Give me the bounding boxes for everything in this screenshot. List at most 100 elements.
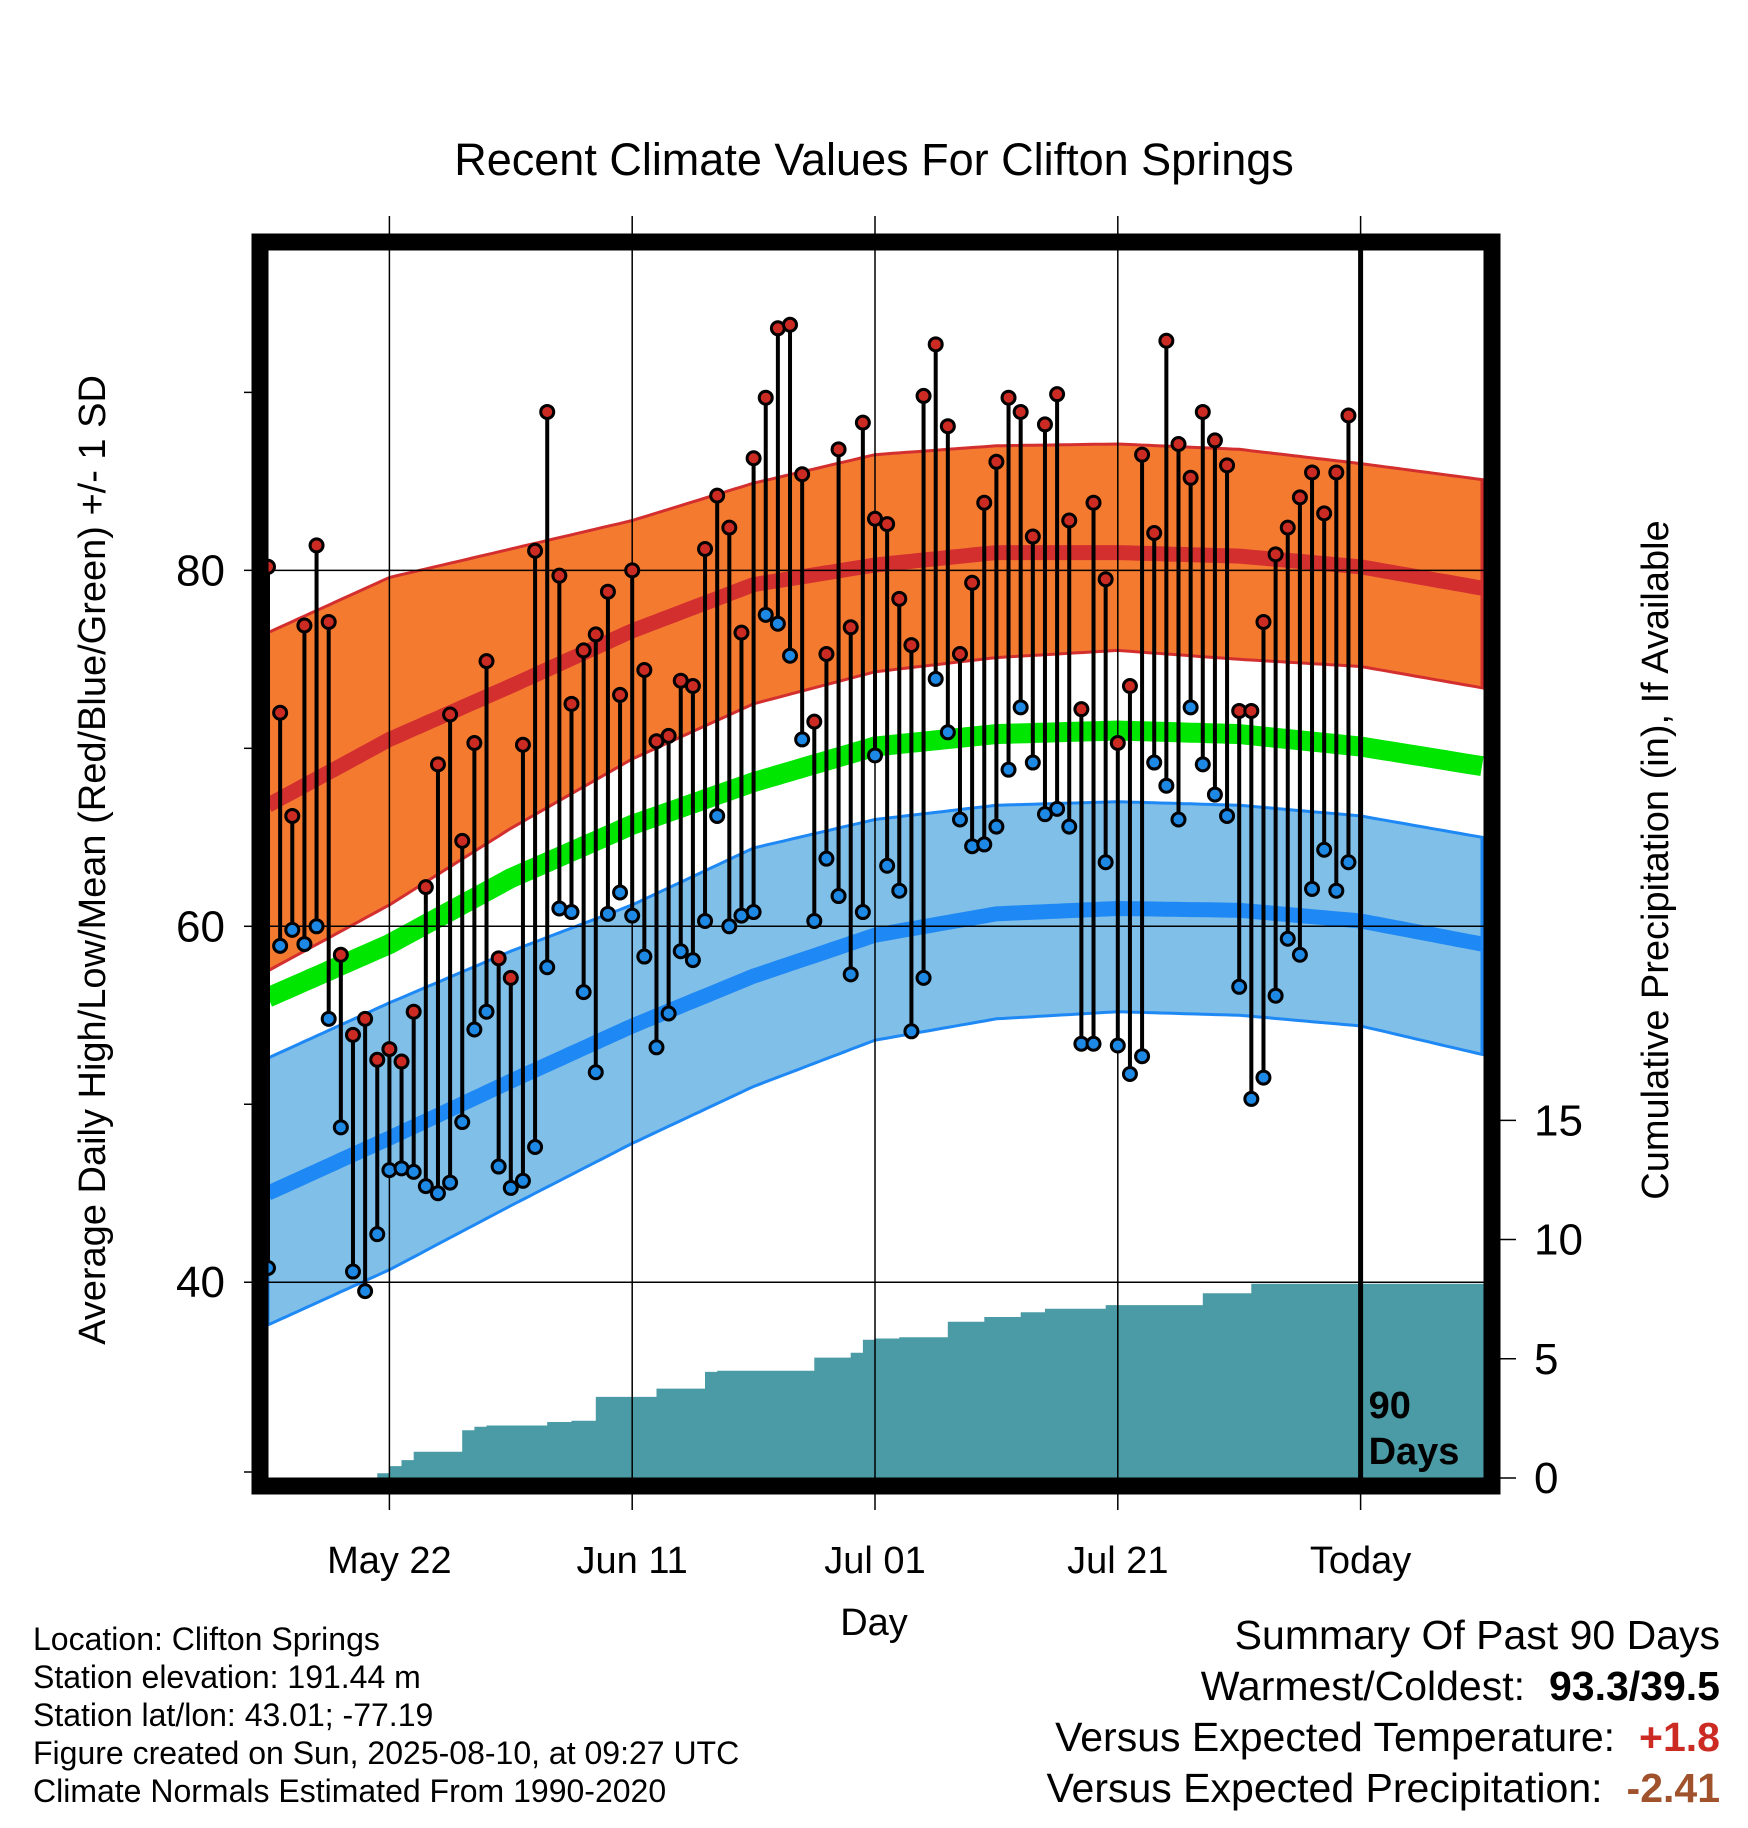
daily-high-point bbox=[1194, 403, 1211, 420]
daily-high-point bbox=[320, 613, 337, 630]
x-tick-label: May 22 bbox=[327, 1540, 452, 1582]
daily-low-point bbox=[1024, 754, 1041, 771]
daily-low-point bbox=[563, 904, 580, 921]
daily-high-point bbox=[745, 450, 762, 467]
daily-high-point bbox=[344, 1026, 361, 1043]
daily-high-point bbox=[1097, 571, 1114, 588]
temp-value: +1.8 bbox=[1639, 1714, 1720, 1760]
daily-low-point bbox=[1291, 946, 1308, 963]
daily-high-point bbox=[284, 807, 301, 824]
daily-high-point bbox=[454, 832, 471, 849]
daily-high-point bbox=[733, 624, 750, 641]
daily-high-point bbox=[757, 389, 774, 406]
daily-low-point bbox=[268, 1259, 276, 1276]
daily-high-point bbox=[915, 387, 932, 404]
daily-high-point bbox=[1279, 519, 1296, 536]
daily-high-point bbox=[268, 558, 276, 575]
daily-low-point bbox=[697, 912, 714, 929]
y2-tick-label: 0 bbox=[1534, 1454, 1558, 1503]
daily-high-point bbox=[308, 537, 325, 554]
daily-low-point bbox=[612, 884, 629, 901]
daily-high-point bbox=[272, 704, 289, 721]
daily-low-point bbox=[988, 818, 1005, 835]
daily-high-point bbox=[1085, 494, 1102, 511]
x-axis-label: Day bbox=[840, 1602, 908, 1644]
daily-low-point bbox=[1231, 978, 1248, 995]
daily-low-point bbox=[466, 1021, 483, 1038]
daily-low-point bbox=[915, 969, 932, 986]
daily-high-point bbox=[551, 567, 568, 584]
summary-title: Summary Of Past 90 Days bbox=[1234, 1612, 1720, 1658]
daily-low-point bbox=[818, 850, 835, 867]
daily-high-point bbox=[782, 316, 799, 333]
daily-low-point bbox=[672, 943, 689, 960]
daily-high-point bbox=[1316, 505, 1333, 522]
daily-low-point bbox=[879, 857, 896, 874]
daily-low-point bbox=[830, 888, 847, 905]
daily-high-point bbox=[612, 686, 629, 703]
daily-high-point bbox=[964, 574, 981, 591]
days-annotation: 90 Days bbox=[1369, 1385, 1460, 1473]
y-tick-label: 80 bbox=[176, 546, 225, 595]
daily-high-point bbox=[891, 590, 908, 607]
daily-high-point bbox=[636, 662, 653, 679]
daily-low-point bbox=[575, 984, 592, 1001]
daily-high-point bbox=[806, 713, 823, 730]
daily-high-point bbox=[1024, 528, 1041, 545]
x-tick-label: Jun 11 bbox=[577, 1540, 688, 1582]
daily-high-point bbox=[794, 466, 811, 483]
daily-high-point bbox=[1206, 432, 1223, 449]
precip-label: Versus Expected Precipitation: bbox=[1046, 1765, 1603, 1811]
daily-high-point bbox=[1061, 512, 1078, 529]
daily-low-point bbox=[502, 1179, 519, 1196]
daily-high-point bbox=[1291, 489, 1308, 506]
daily-high-point bbox=[429, 756, 446, 773]
daily-low-point bbox=[624, 907, 641, 924]
y2-tick-label: 10 bbox=[1534, 1216, 1583, 1265]
daily-low-point bbox=[454, 1114, 471, 1131]
daily-high-point bbox=[697, 540, 714, 557]
daily-low-point bbox=[1109, 1037, 1126, 1054]
daily-high-point bbox=[1243, 702, 1260, 719]
summary-panel: Summary Of Past 90 Days Warmest/Coldest:… bbox=[1046, 1610, 1720, 1814]
daily-high-point bbox=[1049, 386, 1066, 403]
daily-low-point bbox=[1000, 761, 1017, 778]
daily-low-point bbox=[854, 904, 871, 921]
daily-low-point bbox=[332, 1119, 349, 1136]
daily-high-point bbox=[818, 645, 835, 662]
daily-high-point bbox=[1170, 435, 1187, 452]
daily-high-point bbox=[1121, 678, 1138, 695]
daily-low-point bbox=[1267, 987, 1284, 1004]
daily-high-point bbox=[951, 645, 968, 662]
daily-low-point bbox=[369, 1226, 386, 1243]
daily-low-point bbox=[539, 959, 556, 976]
y2-tick-label: 15 bbox=[1534, 1096, 1583, 1145]
daily-low-point bbox=[1316, 841, 1333, 858]
daily-high-point bbox=[721, 519, 738, 536]
daily-low-point bbox=[344, 1263, 361, 1280]
station-latlon: Station lat/lon: 43.01; -77.19 bbox=[33, 1697, 434, 1733]
daily-low-point bbox=[1134, 1048, 1151, 1065]
daily-low-point bbox=[660, 1005, 677, 1022]
daily-high-point bbox=[587, 626, 604, 643]
daily-low-point bbox=[1328, 882, 1345, 899]
station-info: Location: Clifton Springs Station elevat… bbox=[33, 1620, 739, 1810]
daily-high-point bbox=[405, 1003, 422, 1020]
x-tick-label: Today bbox=[1310, 1540, 1411, 1582]
x-tick-label: Jul 01 bbox=[824, 1540, 925, 1582]
days-annotation-line: 90 bbox=[1369, 1385, 1411, 1427]
daily-low-point bbox=[308, 918, 325, 935]
daily-high-point bbox=[1340, 407, 1357, 424]
daily-high-point bbox=[1000, 389, 1017, 406]
station-elevation: Station elevation: 191.44 m bbox=[33, 1659, 421, 1695]
daily-low-point bbox=[842, 966, 859, 983]
daily-high-point bbox=[490, 950, 507, 967]
daily-low-point bbox=[806, 912, 823, 929]
daily-low-point bbox=[891, 882, 908, 899]
summary-precip-row: Versus Expected Precipitation: -2.41 bbox=[1046, 1763, 1720, 1814]
daily-high-point bbox=[976, 494, 993, 511]
daily-low-point bbox=[648, 1039, 665, 1056]
daily-high-point bbox=[842, 619, 859, 636]
summary-temp-row: Versus Expected Temperature: +1.8 bbox=[1046, 1712, 1720, 1763]
plot-frame bbox=[251, 233, 1501, 1495]
